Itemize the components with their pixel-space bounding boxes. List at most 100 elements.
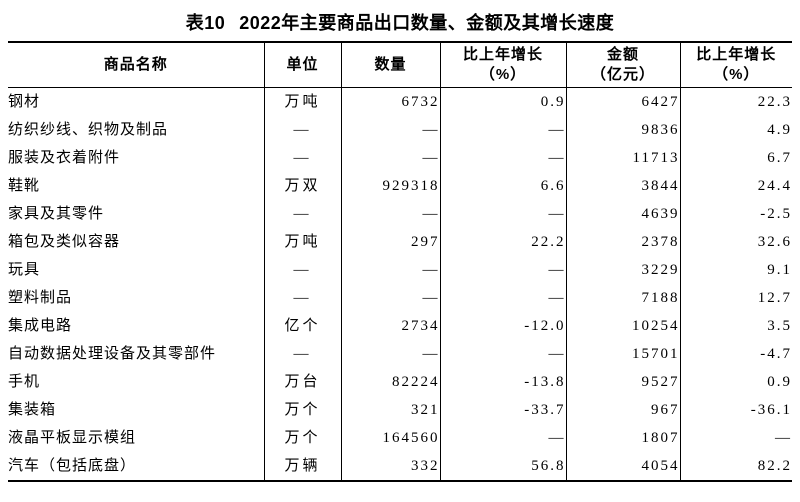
cell-unit: 亿个 (264, 312, 342, 340)
cell-quantity: 297 (341, 228, 441, 256)
cell-commodity-name: 集成电路 (8, 312, 265, 340)
table-row: 纺织纱线、织物及制品 — — —9836 4.9 (8, 116, 792, 144)
cell-quantity-growth: -13.8 (440, 368, 567, 396)
header-quantity-growth: 比上年增长 （%） (440, 42, 567, 88)
cell-unit: — (264, 200, 342, 228)
cell-quantity-growth: -12.0 (440, 312, 567, 340)
cell-commodity-name: 钢材 (8, 87, 265, 116)
header-value: 金额 （亿元） (566, 42, 681, 88)
cell-quantity: 929318 (341, 172, 441, 200)
table-title-text: 2022年主要商品出口数量、金额及其增长速度 (239, 13, 615, 33)
cell-value-growth: 4.9 (767, 122, 792, 138)
cell-commodity-name: 自动数据处理设备及其零部件 (8, 340, 265, 368)
cell-value-growth: 32.6 (757, 234, 792, 250)
cell-quantity-growth: — (440, 424, 567, 452)
cell-value: 1807 (566, 424, 681, 452)
cell-value: 3229 (566, 256, 681, 284)
cell-commodity-name: 液晶平板显示模组 (8, 424, 265, 452)
cell-value-growth: 9.1 (767, 262, 792, 278)
cell-quantity: — (341, 256, 441, 284)
cell-value-growth: 22.3 (757, 94, 792, 110)
cell-value-growth: 24.4 (757, 178, 792, 194)
cell-value: 2378 (566, 228, 681, 256)
cell-quantity-growth: 56.8 (440, 452, 567, 481)
cell-quantity: — (341, 116, 441, 144)
cell-commodity-name: 塑料制品 (8, 284, 265, 312)
cell-commodity-name: 家具及其零件 (8, 200, 265, 228)
cell-value-growth: 0.9 (767, 374, 792, 390)
cell-unit: — (264, 144, 342, 172)
cell-unit: 万双 (264, 172, 342, 200)
cell-value: 15701 (566, 340, 681, 368)
cell-value-growth: 82.2 (757, 458, 792, 474)
table-row: 塑料制品 — — —7188 12.7 (8, 284, 792, 312)
cell-quantity-growth: -33.7 (440, 396, 567, 424)
table-row: 玩具 — — —3229 9.1 (8, 256, 792, 284)
cell-commodity-name: 汽车（包括底盘） (8, 452, 265, 481)
cell-quantity-growth: 0.9 (440, 87, 567, 116)
cell-quantity-growth: — (440, 200, 567, 228)
cell-value: 3844 (566, 172, 681, 200)
cell-unit: 万吨 (264, 87, 342, 116)
cell-quantity: 164560 (341, 424, 441, 452)
cell-quantity: — (341, 144, 441, 172)
header-quantity: 数量 (341, 42, 441, 88)
cell-unit: — (264, 116, 342, 144)
cell-unit: 万辆 (264, 452, 342, 481)
cell-quantity-growth: 22.2 (440, 228, 567, 256)
table-header-row: 商品名称 单位 数量 比上年增长 （%） 金额 （亿元） (8, 42, 792, 88)
header-unit: 单位 (264, 42, 342, 88)
cell-commodity-name: 箱包及类似容器 (8, 228, 265, 256)
cell-value-growth: — (775, 430, 792, 446)
cell-value: 11713 (566, 144, 681, 172)
header-value-growth: 比上年增长 （%） (680, 42, 792, 88)
cell-commodity-name: 玩具 (8, 256, 265, 284)
cell-value-growth: -2.5 (760, 206, 792, 222)
cell-quantity-growth: — (440, 284, 567, 312)
table-row: 自动数据处理设备及其零部件 — — —15701 -4.7 (8, 340, 792, 368)
cell-commodity-name: 服装及衣着附件 (8, 144, 265, 172)
cell-value: 7188 (566, 284, 681, 312)
cell-value: 967 (566, 396, 681, 424)
table-title: 表10 2022年主要商品出口数量、金额及其增长速度 (0, 9, 800, 35)
cell-quantity: 2734 (341, 312, 441, 340)
header-commodity-name: 商品名称 (8, 42, 265, 88)
cell-unit: 万吨 (264, 228, 342, 256)
cell-quantity-growth: — (440, 340, 567, 368)
cell-value: 4054 (566, 452, 681, 481)
table-row: 手机 万台 82224 -13.8 9527 0.9 (8, 368, 792, 396)
table-row: 集成电路 亿个 2734 -12.0 10254 3.5 (8, 312, 792, 340)
table-row: 家具及其零件 — — —4639 -2.5 (8, 200, 792, 228)
table-row: 箱包及类似容器 万吨 297 22.2 2378 32.6 (8, 228, 792, 256)
cell-quantity: 82224 (341, 368, 441, 396)
cell-unit: 万个 (264, 396, 342, 424)
cell-quantity: 332 (341, 452, 441, 481)
cell-value-growth: 3.5 (767, 318, 792, 334)
cell-value: 6427 (566, 87, 681, 116)
cell-quantity: 321 (341, 396, 441, 424)
cell-quantity-growth: — (440, 256, 567, 284)
table-number-label: 表10 (185, 13, 226, 33)
export-commodities-table: 商品名称 单位 数量 比上年增长 （%） 金额 （亿元） (8, 41, 792, 482)
cell-quantity-growth: 6.6 (440, 172, 567, 200)
cell-value-growth: -36.1 (750, 402, 792, 418)
table-row: 液晶平板显示模组 万个 164560—1807— (8, 424, 792, 452)
cell-unit: 万个 (264, 424, 342, 452)
cell-quantity-growth: — (440, 116, 567, 144)
table-row: 服装及衣着附件 — — —11713 6.7 (8, 144, 792, 172)
table-body: 钢材 万吨 6732 0.9 6427 22.3 纺织纱线、织物及制品 — — —9836 4.9 服… (8, 87, 792, 481)
cell-quantity: — (341, 284, 441, 312)
cell-unit: — (264, 256, 342, 284)
cell-unit: — (264, 284, 342, 312)
cell-unit: — (264, 340, 342, 368)
cell-value: 9836 (566, 116, 681, 144)
cell-value: 4639 (566, 200, 681, 228)
cell-value-growth: 6.7 (767, 150, 792, 166)
cell-commodity-name: 集装箱 (8, 396, 265, 424)
cell-quantity: 6732 (341, 87, 441, 116)
table-row: 汽车（包括底盘） 万辆 332 56.8 4054 82.2 (8, 452, 792, 481)
table-row: 鞋靴 万双 929318 6.6 3844 24.4 (8, 172, 792, 200)
cell-quantity-growth: — (440, 144, 567, 172)
cell-value: 10254 (566, 312, 681, 340)
